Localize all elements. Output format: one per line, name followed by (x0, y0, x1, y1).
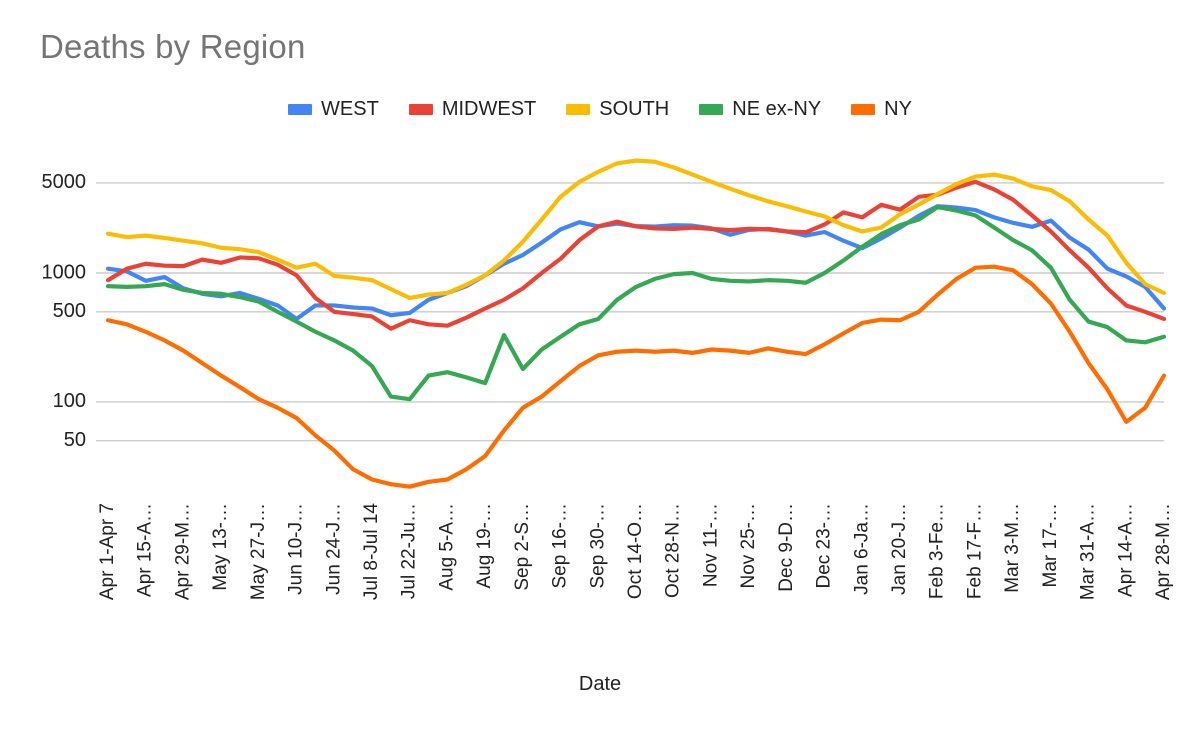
x-axis-tick-label: Feb 3-Fe… (927, 503, 948, 599)
series-line-ne-ex-ny (105, 204, 1167, 402)
y-axis-tick-label: 500 (53, 300, 86, 322)
x-axis-tick-label: Aug 5-A… (436, 503, 457, 591)
x-axis-tick-label: Feb 17-F… (964, 503, 985, 599)
series-line-south (105, 158, 1167, 301)
legend-item-ne-ex-ny[interactable]: NE ex-NY (699, 98, 821, 121)
legend-item-west[interactable]: WEST (288, 98, 379, 121)
y-axis-tick-label: 100 (53, 390, 86, 412)
x-axis-tick-label: May 27-J… (248, 503, 269, 600)
x-axis-tick-label: Apr 15-A… (135, 503, 156, 597)
x-axis-tick-label: Aug 19-… (474, 503, 495, 589)
x-axis-tick-label: Dec 9-D… (776, 503, 797, 592)
y-axis-tick-label: 1000 (42, 261, 87, 283)
legend-item-label: WEST (321, 98, 379, 120)
x-axis-tick-label: Apr 1-Apr 7 (97, 503, 118, 600)
x-axis-tick-label: Oct 14-O… (625, 503, 646, 599)
x-axis-tick-label: Apr 28-M… (1153, 503, 1174, 600)
legend-item-label: MIDWEST (441, 98, 537, 120)
x-axis-tick-label: Oct 28-N… (663, 503, 684, 598)
x-axis-tick-label: Mar 17-… (1040, 503, 1061, 587)
x-axis-tick-label: Mar 31-A… (1078, 503, 1099, 600)
x-axis-tick-label: Jan 6-Ja… (851, 503, 872, 595)
series-lines (105, 158, 1167, 489)
y-axis-tick-label: 5000 (42, 171, 87, 193)
x-axis-tick-label: Sep 30-… (587, 503, 608, 589)
x-axis-tick-label: Nov 25-… (738, 503, 759, 589)
series-line-midwest (105, 179, 1167, 331)
x-axis-tick-label: Apr 14-A… (1115, 503, 1136, 597)
chart-legend: WEST MIDWEST SOUTH NE ex-NY NY (0, 98, 1200, 121)
page-title: Deaths by Region (40, 28, 306, 65)
x-axis-tick-label: Jun 24-J… (323, 503, 344, 595)
legend-swatch-icon (566, 104, 591, 115)
x-axis-tick-label: May 13-… (210, 503, 231, 591)
x-axis-tick-label: Apr 29-M… (172, 503, 193, 600)
y-axis-tick-label: 50 (64, 429, 86, 451)
legend-swatch-icon (408, 104, 433, 115)
x-axis-tick-label: Sep 2-S… (512, 503, 533, 591)
legend-item-label: NE ex-NY (732, 98, 822, 120)
y-axis-ticks: 50 100 500 1000 5000 (42, 171, 87, 451)
legend-swatch-icon (851, 104, 876, 115)
legend-item-midwest[interactable]: MIDWEST (408, 98, 537, 121)
x-axis-tick-label: Sep 16-… (550, 503, 571, 589)
legend-swatch-icon (288, 104, 313, 115)
x-axis-ticks: Apr 1-Apr 7 Apr 15-A… Apr 29-M… May 13-… May… (97, 503, 1174, 601)
x-axis-tick-label: Mar 3-M… (1002, 503, 1023, 593)
x-axis-tick-label: Jun 10-J… (286, 503, 307, 595)
gridlines (96, 182, 1164, 442)
legend-item-label: SOUTH (599, 98, 670, 120)
legend-item-label: NY (884, 98, 912, 120)
legend-item-south[interactable]: SOUTH (566, 98, 669, 121)
x-axis-tick-label: Jan 20-J… (889, 503, 910, 595)
x-axis-tick-label: Nov 11-… (700, 503, 721, 587)
legend-swatch-icon (699, 104, 724, 115)
x-axis-tick-label: Dec 23-… (814, 503, 835, 589)
series-line-ny (105, 264, 1167, 489)
x-axis-tick-label: Jul 8-Jul 14 (361, 503, 382, 601)
legend-item-ny[interactable]: NY (851, 98, 912, 121)
x-axis-title: Date (578, 673, 622, 695)
x-axis-tick-label: Jul 22-Ju… (399, 503, 420, 599)
